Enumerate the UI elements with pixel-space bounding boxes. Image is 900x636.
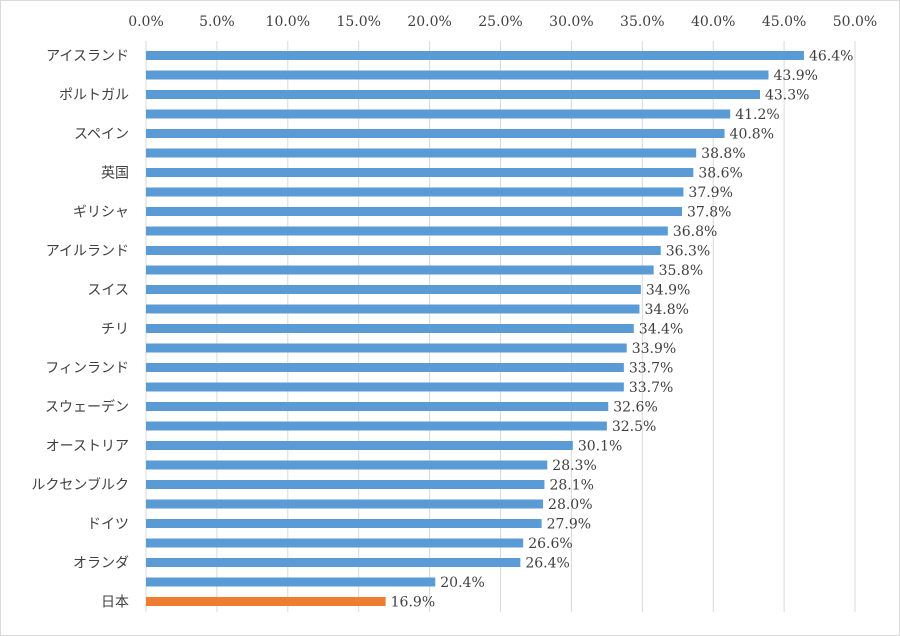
data-label: 43.9% — [774, 68, 818, 84]
bar — [146, 187, 684, 197]
data-label: 27.9% — [547, 517, 591, 533]
data-label: 32.5% — [612, 419, 656, 435]
bar — [146, 129, 725, 138]
bar — [146, 382, 624, 392]
category-label: アイルランド — [46, 244, 129, 260]
bar — [146, 363, 624, 372]
category-label: スペイン — [74, 127, 129, 143]
data-label: 30.1% — [578, 439, 622, 455]
bar — [146, 207, 683, 216]
bar — [146, 460, 548, 470]
data-label: 26.4% — [525, 556, 569, 572]
bar — [146, 168, 694, 177]
bar — [146, 148, 697, 158]
data-label: 28.0% — [548, 497, 592, 513]
data-label: 32.6% — [613, 400, 657, 416]
data-label: 41.2% — [735, 107, 779, 123]
bar — [146, 558, 521, 567]
data-label: 33.7% — [629, 361, 673, 377]
data-label: 43.3% — [765, 88, 809, 104]
data-label: 26.6% — [528, 536, 572, 552]
category-label: ルクセンブルク — [31, 477, 129, 494]
category-label: オランダ — [73, 556, 129, 572]
data-label: 40.8% — [730, 127, 774, 143]
data-label: 36.8% — [673, 224, 717, 240]
bar — [146, 109, 731, 119]
bars — [146, 51, 804, 606]
data-label: 35.8% — [659, 263, 703, 279]
data-label: 37.8% — [687, 205, 731, 221]
x-tick-label: 15.0% — [336, 14, 380, 30]
x-tick-label: 50.0% — [833, 14, 877, 30]
bar — [146, 480, 545, 489]
x-tick-label: 0.0% — [128, 14, 164, 30]
bar — [146, 577, 436, 587]
bar — [146, 499, 544, 509]
x-tick-label: 25.0% — [478, 14, 522, 30]
bar — [146, 441, 573, 450]
bar — [146, 538, 524, 548]
category-label: 日本 — [101, 595, 129, 611]
data-label: 34.8% — [644, 302, 688, 318]
data-label: 36.3% — [666, 244, 710, 260]
x-tick-label: 45.0% — [762, 14, 806, 30]
bar — [146, 70, 769, 80]
bar — [146, 246, 661, 255]
bar — [146, 402, 609, 411]
x-tick-label: 40.0% — [691, 14, 735, 30]
category-label: オーストリア — [46, 439, 129, 455]
data-label: 28.1% — [549, 478, 593, 494]
data-label: 20.4% — [440, 575, 484, 591]
bar — [146, 304, 640, 314]
bar — [146, 421, 607, 431]
data-label: 28.3% — [552, 458, 596, 474]
x-tick-label: 35.0% — [620, 14, 664, 30]
data-label: 34.4% — [639, 322, 683, 338]
x-tick-label: 20.0% — [407, 14, 451, 30]
bar — [146, 343, 627, 353]
category-label: ポルトガル — [59, 88, 129, 104]
data-label: 33.9% — [632, 341, 676, 357]
x-tick-label: 5.0% — [199, 14, 235, 30]
category-label: フィンランド — [45, 361, 129, 377]
bar — [146, 324, 634, 333]
bar — [146, 51, 804, 60]
data-label: 33.7% — [629, 380, 673, 396]
bar — [146, 597, 386, 606]
bar — [146, 265, 654, 275]
bar — [146, 226, 668, 236]
category-label: ギリシャ — [73, 205, 129, 221]
category-label: スイス — [87, 283, 129, 299]
category-labels: アイスランドポルトガルスペイン英国ギリシャアイルランドスイスチリフィンランドスウ… — [31, 49, 129, 611]
bar — [146, 519, 542, 528]
data-label: 34.9% — [646, 283, 690, 299]
data-labels: 46.4% 43.9% 43.3% 41.2% 40.8% 38.8% 38.6% 37.9%… — [391, 49, 854, 611]
data-label: 37.9% — [688, 185, 732, 201]
data-label: 38.8% — [701, 146, 745, 162]
category-label: ドイツ — [87, 517, 129, 533]
category-label: チリ — [101, 322, 129, 338]
bar — [146, 90, 760, 99]
category-label: アイスランド — [46, 49, 129, 65]
data-label: 38.6% — [698, 166, 742, 182]
category-label: スウェーデン — [45, 399, 129, 416]
bar — [146, 285, 641, 294]
x-tick-label: 30.0% — [549, 14, 593, 30]
data-label: 16.9% — [391, 595, 435, 611]
category-label: 英国 — [101, 165, 129, 182]
x-axis-ticks: 0.0% 5.0% 10.0% 15.0% 20.0% 25.0% 30.0% 35.0% 40… — [128, 14, 877, 30]
data-label: 46.4% — [809, 49, 853, 65]
x-tick-label: 10.0% — [266, 14, 310, 30]
